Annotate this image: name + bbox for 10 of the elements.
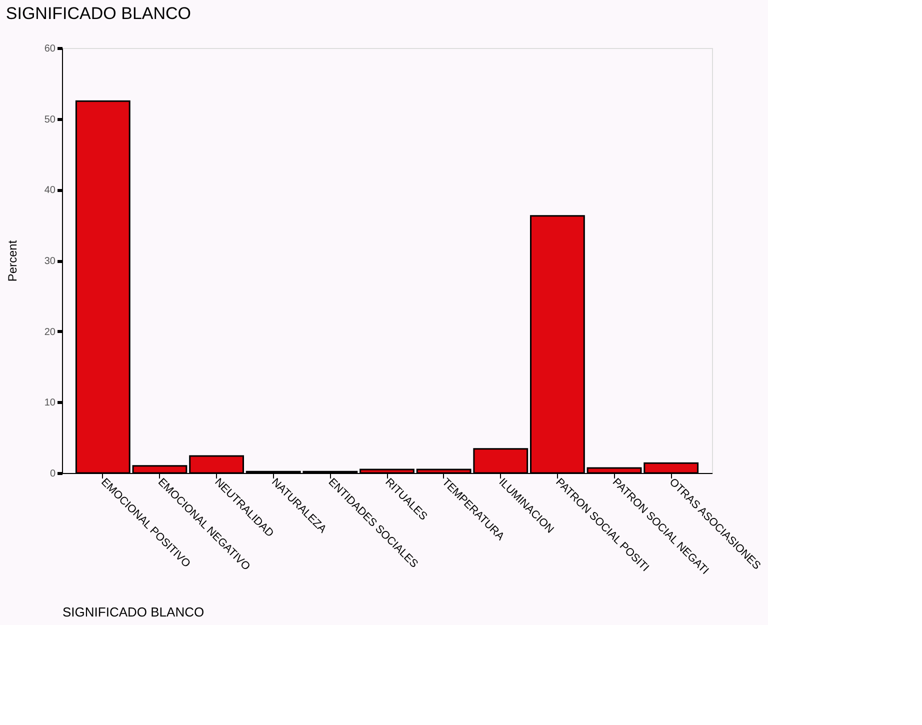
y-axis-title: Percent xyxy=(5,240,20,282)
y-tick-label: 20 xyxy=(44,326,56,338)
y-tick-label: 50 xyxy=(44,114,56,126)
y-tick-label: 60 xyxy=(44,44,56,54)
y-tick-label: 40 xyxy=(44,185,56,196)
y-tick-label: 10 xyxy=(44,398,56,409)
chart-title: SIGNIFICADO BLANCO xyxy=(6,4,192,23)
x-axis-title: SIGNIFICADO BLANCO xyxy=(62,604,204,620)
y-tick-label: 0 xyxy=(50,468,56,480)
y-tick-label: 30 xyxy=(44,256,56,267)
